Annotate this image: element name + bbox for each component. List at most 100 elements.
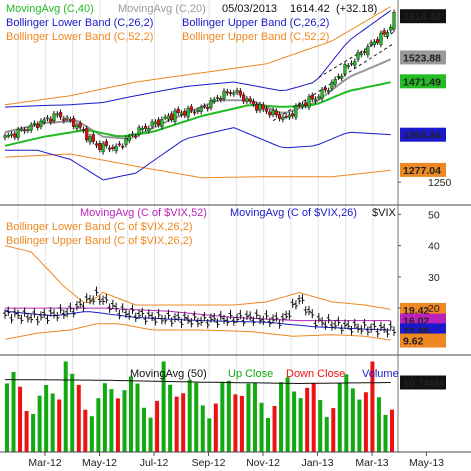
candle-body [379,32,383,45]
x-axis: Mar-12 May-12 Jul-12 Sep-12 Nov-12 Jan-13 Mar-… [0,451,471,469]
candle-body [114,145,118,152]
candle-body [310,94,314,100]
volume-bar [390,409,394,452]
candle-body [268,111,272,116]
volume-bar [220,381,225,452]
volume-bar [181,393,186,452]
candle-body [251,100,256,105]
x-tick-label: Jan-13 [301,457,333,469]
volume-bar [57,399,62,452]
volume-bar [259,402,264,452]
volume-bar [298,398,303,452]
candle-body [160,118,164,128]
candle-body [117,143,122,146]
volume-bar [37,395,42,452]
candle-body [264,108,269,112]
legend-label: Bollinger Upper Band (C,52,2) [182,31,329,43]
volume-bar [311,383,316,452]
vix-bb-upper-line [4,245,391,310]
volume-bar [44,385,49,452]
grid [17,0,374,452]
candle-body [336,76,341,78]
volume-bar [31,413,36,452]
candle-body [153,121,157,125]
volume-bar [128,376,133,452]
price-legend: MovingAvg (C,40) MovingAvg (C,20) 05/03/20… [6,3,377,43]
candle-body [91,134,95,142]
volume-bar [350,388,355,452]
bb26-lower-line [5,127,391,181]
volume-bar [200,405,205,452]
panel-dividers [0,0,471,452]
legend-label: Bollinger Upper Band (C,26,2) [182,17,329,29]
volume-bar [76,384,81,452]
candle-body [209,99,213,108]
candle-body [29,124,33,131]
volume-bar [109,389,114,452]
x-tick-label: Jul-12 [140,457,169,469]
candle-body [150,121,154,127]
candle-body [94,143,99,146]
candle-body [284,115,288,118]
candle-body [143,125,148,129]
legend-label: MovingAvg (C,20) [118,3,206,15]
candle-body [3,135,7,138]
candle-body [166,115,171,120]
volume-bar [122,390,127,452]
price-panel-candles [3,9,396,155]
volume-bar [233,394,238,452]
candle-body [255,104,259,111]
x-tick-label: May-13 [409,457,444,469]
vix-title: $VIX [372,207,397,219]
volume-bar [83,409,88,452]
candle-body [392,11,396,30]
candle-body [372,41,376,45]
candle-body [16,129,20,138]
candle-body [199,107,203,112]
value-tag [400,375,446,390]
candle-body [85,128,89,141]
candle-body [32,122,37,125]
volume-bar [5,383,9,452]
candle-body [140,128,144,130]
candle-body [42,119,46,123]
candle-body [232,92,236,95]
volume-bar [337,383,342,452]
volume-bar [102,383,107,452]
candle-body [258,104,262,111]
x-tick-label: Nov-12 [246,457,280,469]
candle-body [183,110,187,116]
candle-body [186,108,190,118]
volume-panel-lines [5,379,391,385]
candle-body [26,129,30,131]
candle-body [333,79,337,85]
last-value-label: 1614.42 [290,3,330,15]
candle-body [242,94,246,102]
legend-label: Down Close [286,368,345,380]
candle-body [147,128,151,131]
candle-body [389,26,393,31]
candle-body [13,133,17,138]
value-tag-label: 10.749M [403,377,444,389]
candle-body [36,123,40,128]
candle-body [313,98,318,102]
candle-body [307,96,311,108]
legend-label: MovingAvg (C of $VIX,52) [80,207,207,219]
candle-body [49,118,53,123]
vix-bb-lower-line [4,323,391,341]
candle-body [62,118,66,122]
volume-bar [246,383,251,452]
candle-body [9,133,14,136]
candle-body [127,136,131,141]
value-tag-label: 1471.49 [403,76,441,88]
ma40-line [4,81,391,147]
candle-body [121,145,125,148]
candle-body [39,120,43,127]
candle-body [245,98,249,102]
volume-bar [207,418,212,452]
candle-body [157,119,161,125]
value-tag-label: 1523.88 [403,52,441,64]
candle-body [385,32,390,37]
candle-body [81,129,86,131]
